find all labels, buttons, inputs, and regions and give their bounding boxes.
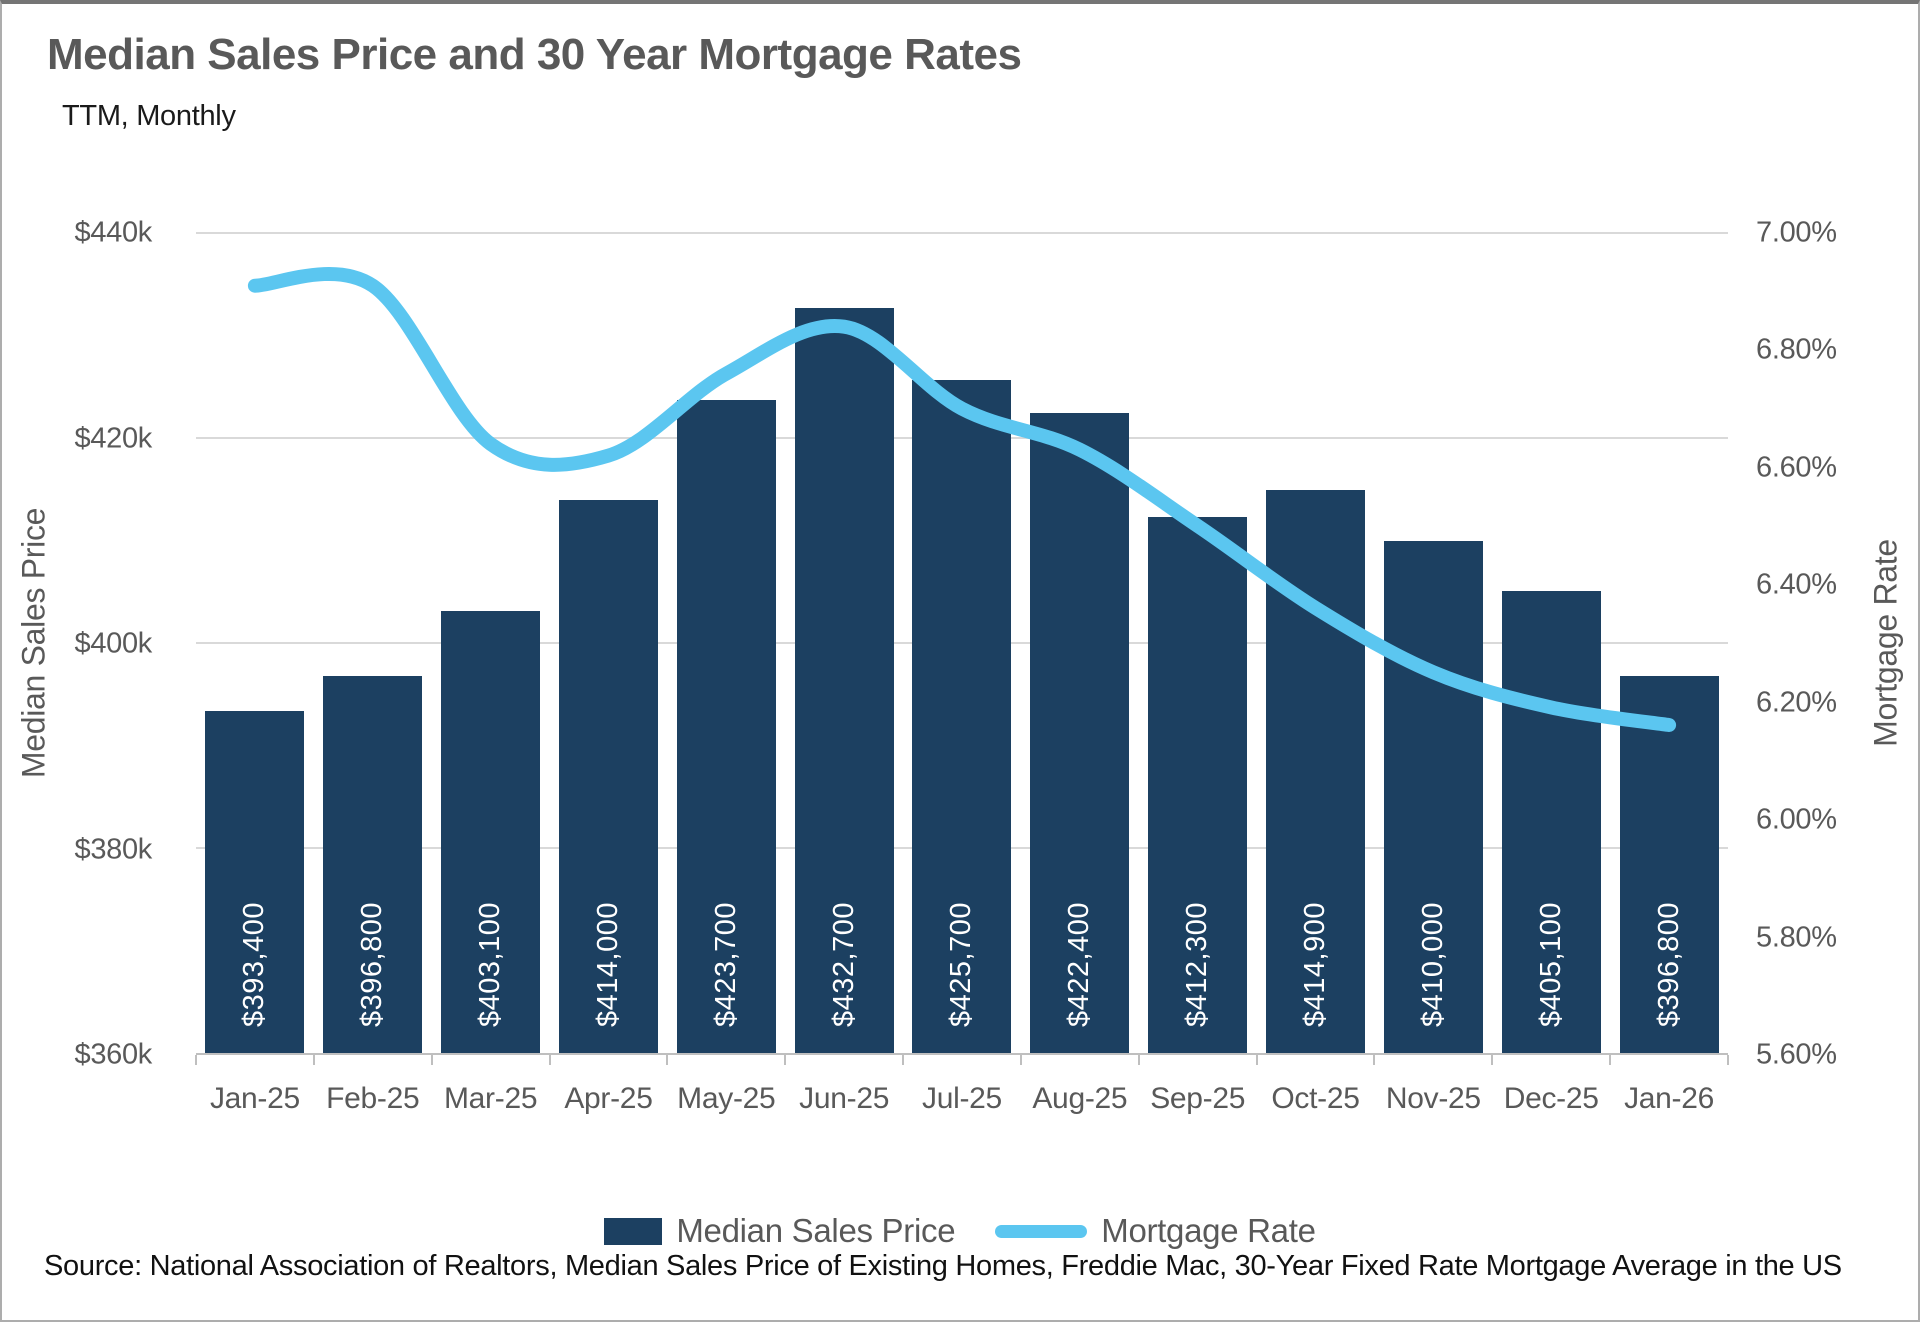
- bar-Mar-25: $403,100: [441, 611, 541, 1053]
- x-tick-label: Mar-25: [443, 1082, 538, 1115]
- chart-subtitle: TTM, Monthly: [62, 100, 236, 132]
- legend-line-label: Mortgage Rate: [1101, 1212, 1316, 1249]
- x-tick-label: Aug-25: [1032, 1082, 1128, 1115]
- left-axis-tick-labels: $440k $420k $400k $380k $360k: [0, 217, 152, 1071]
- x-tick-label: Jun-25: [799, 1082, 890, 1115]
- right-axis-tick-labels: 7.00% 6.80% 6.60% 6.40% 6.20% 6.00% 5.80% 5.60%: [1756, 217, 1916, 1071]
- x-axis-tick: [312, 1055, 315, 1065]
- mortgage-rate-line: [247, 266, 1677, 732]
- source-note: Source: National Association of Realtors…: [44, 1250, 1842, 1282]
- x-tick-label: May-25: [677, 1082, 776, 1115]
- chart-title: Median Sales Price and 30 Year Mortgage …: [47, 30, 1022, 79]
- y-tick-label-left: $440k: [74, 216, 152, 249]
- y-tick-label-right: 6.00%: [1756, 803, 1837, 836]
- bar-slot: $393,400: [196, 233, 314, 1053]
- x-axis-tick: [195, 1055, 197, 1065]
- bar-slot: $432,700: [785, 233, 903, 1053]
- x-axis-tick: [1255, 1055, 1258, 1065]
- y-tick-label-right: 5.80%: [1756, 921, 1837, 954]
- x-tick-label: Jul-25: [922, 1082, 1002, 1115]
- y-tick-label-right: 6.40%: [1756, 568, 1837, 601]
- x-axis-tick: [1491, 1055, 1494, 1065]
- bar-May-25: $423,700: [676, 400, 776, 1053]
- y-tick-label-left: $400k: [74, 627, 152, 660]
- bar-slot: $410,000: [1374, 233, 1492, 1053]
- bar-Feb-25: $396,800: [323, 675, 423, 1053]
- x-axis-tick: [902, 1055, 905, 1065]
- bar-slot: $414,000: [550, 233, 668, 1053]
- bar-slot: $412,300: [1139, 233, 1257, 1053]
- x-tick-label: Feb-25: [326, 1082, 420, 1115]
- bar-Jan-26: $396,800: [1619, 675, 1719, 1053]
- x-tick-label: Dec-25: [1503, 1082, 1599, 1115]
- bar-slot: $423,700: [667, 233, 785, 1053]
- legend-bar-label: Median Sales Price: [676, 1212, 956, 1249]
- x-tick-label: Sep-25: [1150, 1082, 1246, 1115]
- x-axis-tick: [666, 1055, 669, 1065]
- gridline: [196, 232, 1728, 234]
- bar-slot: $396,800: [1610, 233, 1728, 1053]
- y-tick-label-right: 6.20%: [1756, 686, 1837, 719]
- bar-Jun-25: $432,700: [794, 307, 894, 1053]
- y-tick-label-left: $380k: [74, 833, 152, 865]
- x-axis-tick: [1727, 1055, 1729, 1065]
- x-tick-label: Apr-25: [564, 1082, 653, 1115]
- y-tick-label-left: $360k: [74, 1038, 152, 1071]
- bar-Aug-25: $422,400: [1030, 413, 1130, 1053]
- y-tick-label-right: 5.60%: [1756, 1038, 1837, 1071]
- y-tick-label-left: $420k: [74, 422, 152, 454]
- plot-area: $393,400 $396,800 $403,100 $414,000 $423,700…: [196, 232, 1728, 1055]
- x-axis-tick: [1609, 1055, 1612, 1065]
- bar-series: $393,400 $396,800 $403,100 $414,000 $423,700…: [196, 233, 1728, 1053]
- bar-Jan-25: $393,400: [205, 710, 305, 1053]
- bar-slot: $396,800: [314, 233, 432, 1053]
- bar-slot: $405,100: [1492, 233, 1610, 1053]
- x-axis-ticks: [195, 1055, 1729, 1065]
- x-axis-tick: [1019, 1055, 1022, 1065]
- bar-Sep-25: $412,300: [1148, 516, 1248, 1053]
- x-axis-tick: [784, 1055, 787, 1065]
- bar-Nov-25: $410,000: [1383, 540, 1483, 1053]
- x-axis-tick: [1373, 1055, 1376, 1065]
- bar-Jul-25: $425,700: [912, 379, 1012, 1053]
- x-tick-label: Oct-25: [1271, 1082, 1360, 1115]
- legend-line-swatch: [995, 1224, 1088, 1238]
- x-tick-label: Nov-25: [1385, 1082, 1481, 1115]
- x-tick-label: Jan-25: [209, 1082, 300, 1115]
- x-axis-labels: Jan-25 Feb-25 Mar-25 Apr-25 May-25 Jun-25 Jul-…: [196, 1082, 1728, 1116]
- bar-slot: $425,700: [903, 233, 1021, 1053]
- legend-bar-swatch: [604, 1217, 663, 1245]
- mortgage-rate-path: [247, 266, 1677, 732]
- x-tick-label: Jan-26: [1624, 1082, 1715, 1115]
- y-tick-label-right: 7.00%: [1756, 216, 1837, 249]
- bar-Apr-25: $414,000: [558, 499, 658, 1053]
- x-axis-tick: [1137, 1055, 1140, 1065]
- x-axis-tick: [430, 1055, 433, 1065]
- legend: Median Sales Price Mortgage Rate: [0, 1212, 1920, 1250]
- bar-slot: $422,400: [1021, 233, 1139, 1053]
- y-tick-label-right: 6.60%: [1756, 451, 1837, 484]
- y-tick-label-right: 6.80%: [1756, 333, 1837, 366]
- bar-slot: $403,100: [432, 233, 550, 1053]
- bar-Dec-25: $405,100: [1501, 590, 1601, 1053]
- x-axis-tick: [548, 1055, 551, 1065]
